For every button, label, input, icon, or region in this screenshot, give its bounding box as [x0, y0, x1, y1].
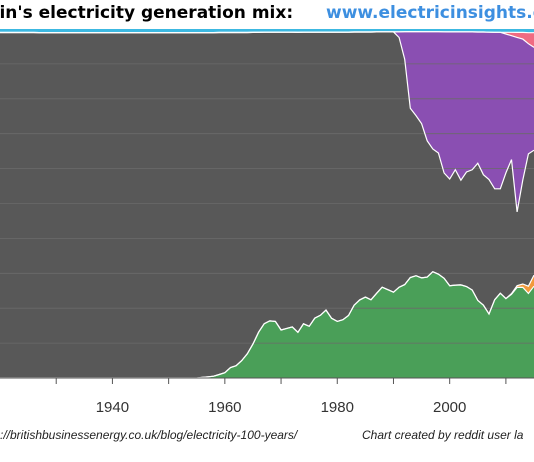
area-nuclear: [0, 31, 534, 212]
grid-layer: [0, 63, 534, 344]
site-url[interactable]: www.electricinsights.co: [326, 3, 534, 23]
x-tick-label: 1940: [96, 399, 129, 416]
area-gas: [0, 271, 534, 378]
area-hydro: [0, 29, 534, 33]
credit-note: Chart created by reddit user la: [362, 428, 524, 442]
area-coal: [0, 31, 534, 379]
x-tick-label: 1960: [208, 399, 241, 416]
x-tick-label: 2000: [433, 399, 466, 416]
area-layer: [0, 29, 534, 379]
source-note[interactable]: s://britishbusinessenergy.co.uk/blog/ele…: [0, 428, 298, 442]
x-axis: 1940 1960 1980 2000: [0, 377, 534, 416]
x-tick-label: 1980: [321, 399, 354, 416]
chart-title: ain's electricity generation mix:: [0, 3, 294, 23]
boundary-wind: [0, 31, 534, 34]
